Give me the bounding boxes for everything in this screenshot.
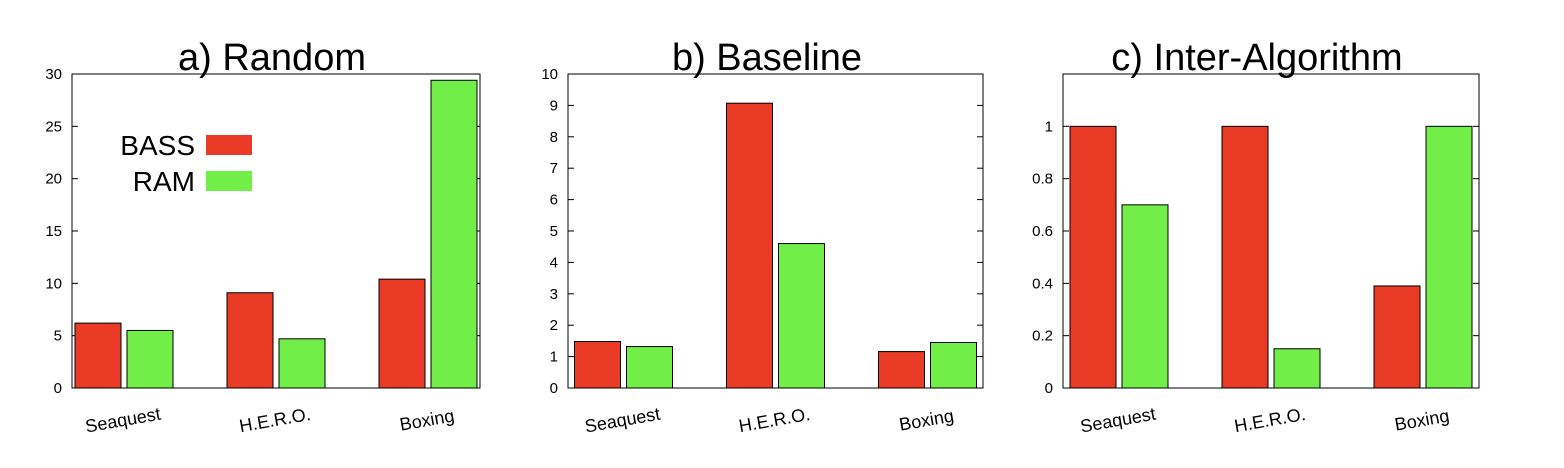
chart-c-category-label: Boxing: [1393, 405, 1451, 434]
chart-b-ytick-label: 2: [550, 317, 558, 334]
chart-a-plot: 0 5 10 15 20 25 30 Seaquest H.E.R.O. Boxing: [45, 66, 481, 437]
chart-b-ytick-label: 1: [550, 349, 558, 366]
chart-a-ytick-label: 10: [45, 275, 62, 292]
chart-a-category-label: Seaquest: [84, 404, 162, 437]
chart-b-bar-bass-2: [878, 351, 925, 389]
chart-c-ytick-label: 0.4: [1032, 275, 1053, 292]
chart-b-ytick-label: 9: [550, 97, 558, 114]
chart-a-category-label: Boxing: [398, 405, 456, 434]
chart-b-bar-ram-2: [930, 341, 977, 389]
chart-c-ytick-label: 0: [1045, 380, 1053, 397]
chart-c-ytick-label: 0.6: [1032, 223, 1053, 240]
legend-swatch-ram: [206, 171, 252, 191]
chart-c-bar-bass-1: [1221, 125, 1269, 389]
chart-a-random: a) Random 0 5 10 15 20 25 30 Seaquest H.E.R.O. Bo…: [45, 37, 481, 437]
chart-b-ytick-label: 6: [550, 192, 558, 209]
chart-c-plot: 0 0.2 0.4 0.6 0.8 1 Seaquest H.E.R.O. Boxing: [1032, 73, 1480, 437]
chart-a-bar-bass-1: [226, 292, 274, 389]
chart-a-bar-ram-0: [126, 329, 174, 389]
chart-b-bar-ram-1: [778, 243, 825, 389]
chart-c-ytick-label: 0.8: [1032, 171, 1053, 188]
chart-c-bar-ram-2: [1425, 125, 1473, 389]
chart-a-bar-bass-2: [378, 278, 426, 389]
chart-c-ytick-label: 0.2: [1032, 328, 1053, 345]
chart-b-plot: 0 1 2 3 4 5 6 7 8 9 10 Seaquest H.E.R.O. Boxing: [541, 66, 984, 437]
chart-c-bar-ram-0: [1121, 204, 1169, 389]
chart-b-category-label: Seaquest: [583, 404, 661, 437]
chart-a-ytick-label: 5: [54, 328, 62, 345]
chart-c-bar-bass-0: [1069, 125, 1117, 389]
chart-b-bar-ram-0: [626, 346, 673, 389]
chart-c-bar-bass-2: [1373, 285, 1421, 389]
legend: BASS RAM: [120, 130, 252, 197]
chart-a-bar-ram-2: [430, 79, 478, 389]
chart-b-category-label: H.E.R.O.: [737, 404, 811, 436]
chart-b-ytick-label: 7: [550, 160, 558, 177]
legend-swatch-bass: [206, 135, 252, 155]
chart-a-ytick-label: 20: [45, 171, 62, 188]
chart-a-ytick-label: 30: [45, 66, 62, 83]
chart-b-ytick-label: 4: [550, 254, 558, 271]
chart-b-plot-frame: [567, 73, 984, 389]
chart-b-title: b) Baseline: [672, 37, 862, 79]
chart-a-category-label: H.E.R.O.: [238, 404, 312, 436]
chart-b-bar-bass-0: [574, 341, 621, 389]
chart-c-category-label: H.E.R.O.: [1233, 404, 1307, 436]
chart-b-baseline: b) Baseline 0 1 2 3 4 5 6 7 8 9 10 Seaquest H.E.R.O.…: [541, 37, 984, 437]
chart-b-ytick-label: 3: [550, 286, 558, 303]
chart-a-ytick-label: 25: [45, 118, 62, 135]
chart-b-bar-bass-1: [726, 102, 773, 389]
chart-a-bar-bass-0: [74, 322, 122, 389]
chart-a-ytick-label: 0: [54, 380, 62, 397]
chart-c-title: c) Inter-Algorithm: [1111, 37, 1402, 79]
chart-b-ytick-label: 10: [541, 66, 558, 83]
chart-c-bar-ram-1: [1273, 348, 1321, 389]
legend-label-bass: BASS: [120, 130, 195, 161]
chart-c-inter-algorithm: c) Inter-Algorithm 0 0.2 0.4 0.6 0.8 1 Seaques…: [1032, 37, 1480, 437]
chart-b-ytick-label: 5: [550, 223, 558, 240]
chart-a-bar-ram-1: [278, 338, 326, 389]
chart-c-category-label: Seaquest: [1079, 404, 1157, 437]
chart-a-ytick-label: 15: [45, 223, 62, 240]
legend-label-ram: RAM: [133, 166, 195, 197]
chart-c-ytick-label: 1: [1045, 118, 1053, 135]
chart-b-category-label: Boxing: [898, 405, 956, 434]
chart-b-ytick-label: 0: [550, 380, 558, 397]
chart-b-ytick-label: 8: [550, 129, 558, 146]
chart-a-title: a) Random: [178, 37, 366, 79]
